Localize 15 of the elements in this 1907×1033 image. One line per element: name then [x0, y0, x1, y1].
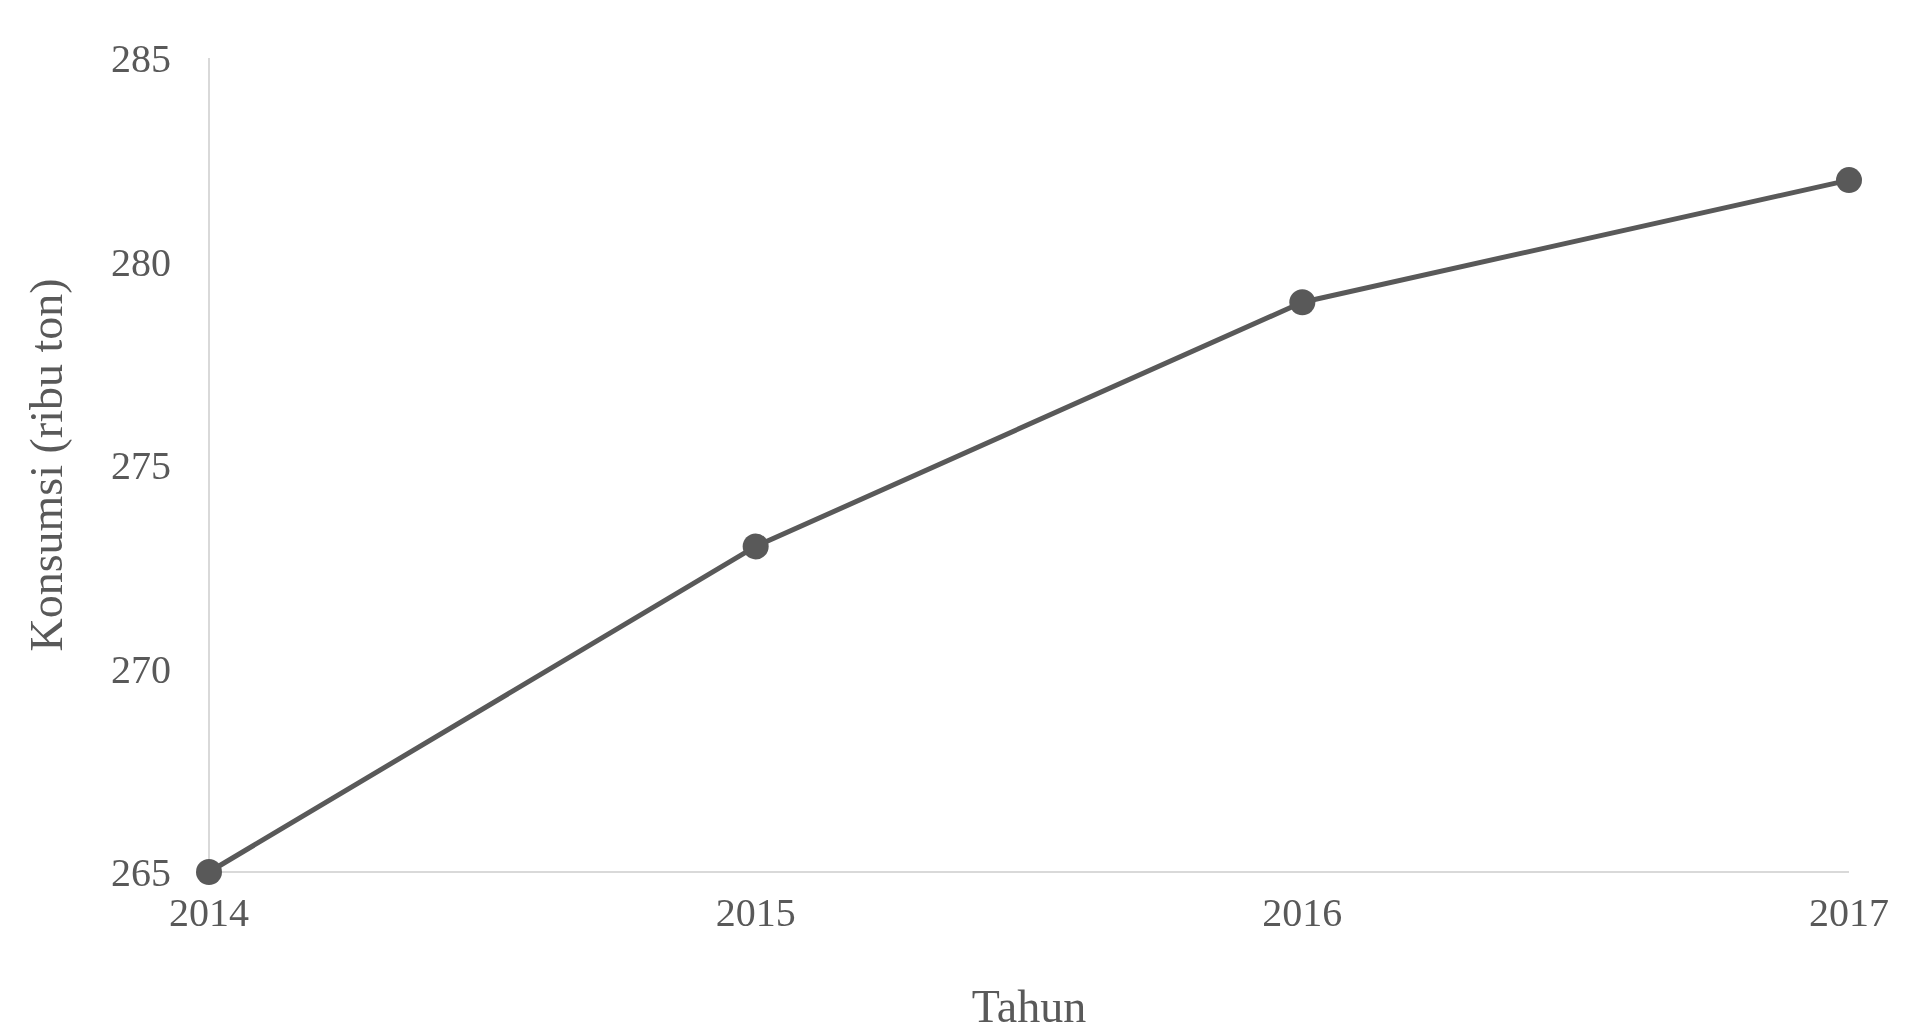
- y-tick-label: 275: [111, 443, 171, 488]
- y-tick-label: 285: [111, 36, 171, 81]
- x-tick-label: 2017: [1809, 890, 1889, 935]
- y-tick-label: 265: [111, 850, 171, 895]
- x-tick-label: 2015: [715, 890, 796, 935]
- point: [196, 859, 222, 885]
- point: [742, 533, 769, 560]
- x-axis-title: Tahun: [971, 981, 1087, 1032]
- point: [1289, 289, 1316, 316]
- x-tick-label: 2014: [169, 890, 249, 935]
- point: [1836, 167, 1862, 194]
- y-axis-title: Konsumsi (ribu ton): [21, 278, 72, 652]
- x-tick-label: 2016: [1262, 890, 1343, 935]
- y-tick-label: 280: [111, 239, 171, 285]
- y-tick-label: 270: [111, 646, 171, 692]
